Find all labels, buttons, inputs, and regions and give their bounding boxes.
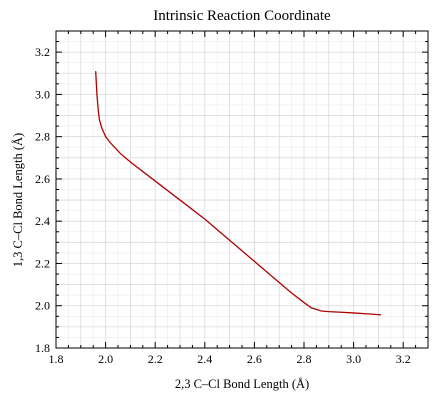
- y-tick-label: 2.0: [35, 299, 50, 313]
- y-tick-label: 2.4: [35, 214, 50, 228]
- tick-labels: 1.8 2.0 2.2 2.4 2.6 2.8 3.0 3.2 1.8 2.0 2.2 2.4 2.6 2…: [35, 45, 411, 366]
- x-tick-label: 2.0: [98, 352, 113, 366]
- series-line-0: [95, 71, 381, 316]
- y-tick-label: 2.6: [35, 172, 50, 186]
- x-axis-label: 2,3 C–Cl Bond Length (Å): [175, 377, 309, 391]
- y-tick-label: 3.0: [35, 87, 50, 101]
- x-tick-label: 2.4: [197, 352, 212, 366]
- y-tick-label: 1.8: [35, 341, 50, 355]
- chart-title: Intrinsic Reaction Coordinate: [153, 8, 331, 24]
- x-tick-label: 3.2: [396, 352, 411, 366]
- x-tick-label: 2.6: [247, 352, 262, 366]
- grid: [55, 30, 429, 349]
- x-tick-label: 2.8: [297, 352, 312, 366]
- y-tick-label: 3.2: [35, 45, 50, 59]
- y-axis-label: 1,3 C–Cl Bond Length (Å): [11, 133, 25, 267]
- ticks: [55, 30, 429, 349]
- x-tick-label: 3.0: [346, 352, 361, 366]
- series-layer: [95, 71, 381, 316]
- x-tick-label: 1.8: [49, 352, 64, 366]
- x-tick-label: 2.2: [148, 352, 163, 366]
- y-tick-label: 2.8: [35, 130, 50, 144]
- y-tick-label: 2.2: [35, 256, 50, 270]
